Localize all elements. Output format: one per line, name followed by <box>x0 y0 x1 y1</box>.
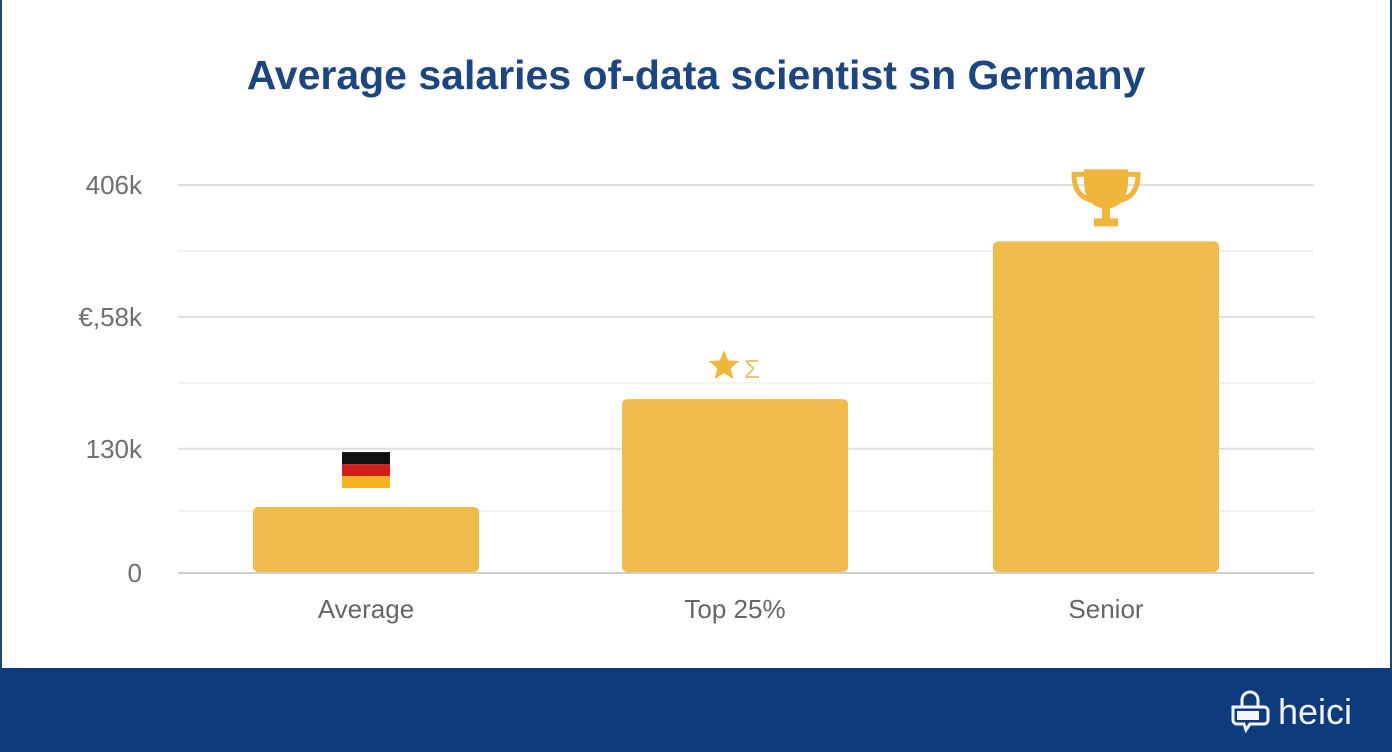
x-tick-label: Average <box>318 594 414 624</box>
y-tick-label: 406k <box>86 170 143 200</box>
y-tick-label: 0 <box>128 558 142 588</box>
germany-flag-icon <box>342 452 390 489</box>
brand-lock-icon <box>1231 690 1270 734</box>
y-tick-label: €,58k <box>78 302 143 332</box>
svg-text:Σ: Σ <box>744 354 760 384</box>
bar-senior <box>993 241 1219 573</box>
x-tick-label: Senior <box>1068 594 1143 624</box>
bar-average <box>253 507 479 572</box>
brand-logo: heici <box>1228 690 1352 734</box>
trophy-icon <box>1071 169 1141 227</box>
x-tick-label: Top 25% <box>684 594 785 624</box>
chart-frame <box>0 0 1392 668</box>
footer-band: heici <box>0 668 1392 752</box>
y-tick-label: 130k <box>86 434 143 464</box>
bar-chart: 0 130k €,58k 406k Average Top 25% Σ Senior <box>78 169 1314 624</box>
brand-name: heici <box>1277 691 1352 732</box>
chart-title: Average salaries of-data scientist sn Ge… <box>246 52 1146 98</box>
star-scroll-icon: Σ <box>708 350 760 384</box>
bar-top-25- <box>622 399 848 572</box>
